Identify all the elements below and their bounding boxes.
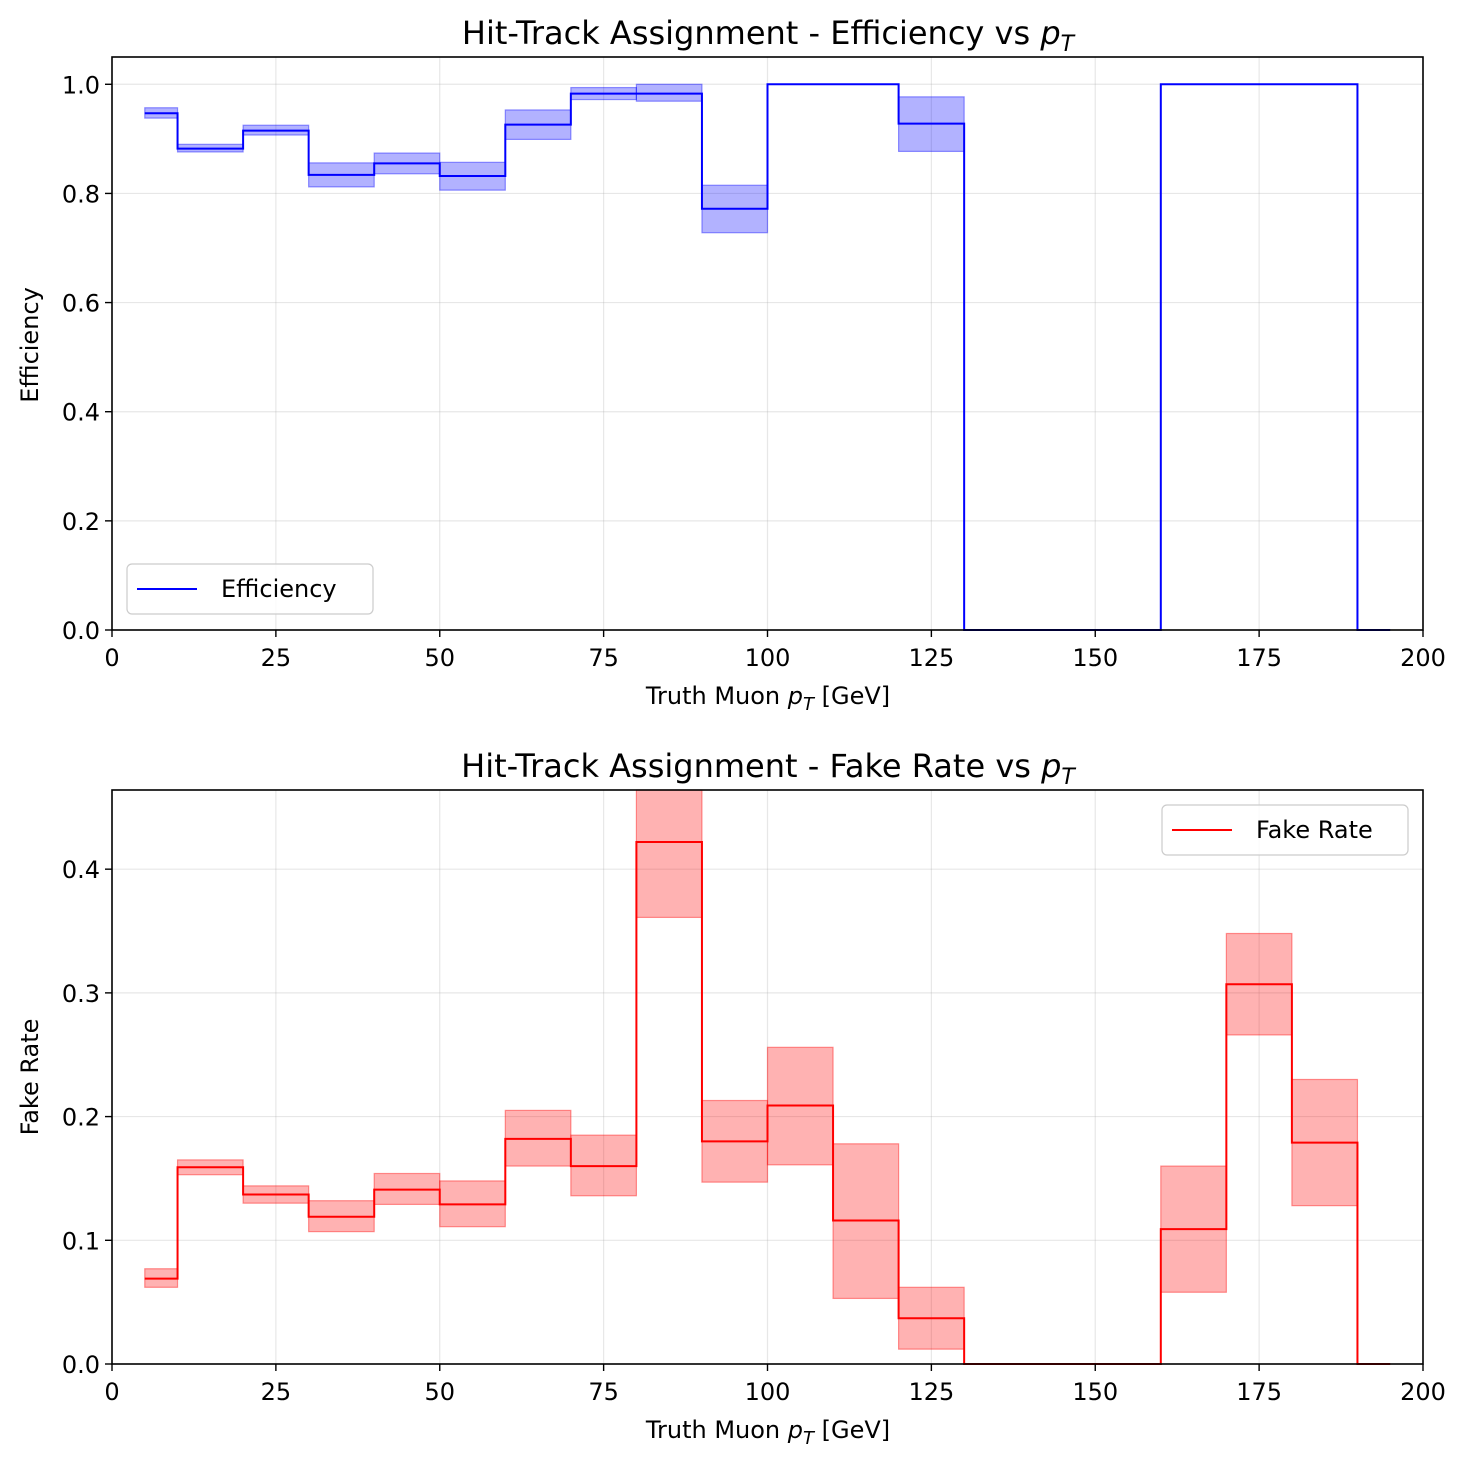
x-axis-label: Truth Muon pT [GeV]	[645, 682, 890, 715]
x-tick-label: 100	[745, 644, 791, 672]
y-tick-label: 0.0	[62, 1351, 100, 1379]
legend-label: Fake Rate	[1256, 816, 1373, 844]
y-tick-label: 0.4	[62, 856, 100, 884]
y-tick-label: 0.1	[62, 1227, 100, 1255]
fake-rate-chart: Hit-Track Assignment - Fake Rate vs pT 0…	[16, 747, 1446, 1449]
legend: Fake Rate	[1161, 804, 1409, 856]
x-axis-label: Truth Muon pT [GeV]	[645, 1416, 890, 1449]
x-tick-label: 150	[1072, 1378, 1118, 1406]
legend: Efficiency	[126, 563, 374, 615]
x-tick-label: 50	[424, 644, 455, 672]
y-axis-label: Efficiency	[16, 287, 44, 403]
x-tick-label: 25	[261, 1378, 292, 1406]
x-tick-label: 50	[424, 1378, 455, 1406]
x-tick-label: 0	[104, 644, 119, 672]
y-tick-label: 0.6	[62, 290, 100, 318]
x-tick-label: 75	[588, 1378, 619, 1406]
error-band	[635, 789, 703, 919]
y-tick-label: 0.4	[62, 399, 100, 427]
x-tick-label: 125	[908, 1378, 954, 1406]
x-tick-label: 200	[1400, 1378, 1446, 1406]
y-tick-label: 0.2	[62, 508, 100, 536]
y-tick-label: 0.8	[62, 180, 100, 208]
step-line	[144, 840, 1391, 1365]
chart-title: Hit-Track Assignment - Efficiency vs pT	[462, 14, 1076, 57]
y-tick-label: 0.3	[62, 980, 100, 1008]
legend-label: Efficiency	[221, 575, 337, 603]
y-tick-label: 1.0	[62, 71, 100, 99]
x-tick-label: 25	[261, 644, 292, 672]
x-tick-label: 175	[1236, 644, 1282, 672]
x-tick-label: 0	[104, 1378, 119, 1406]
efficiency-chart: Hit-Track Assignment - Efficiency vs pT …	[16, 14, 1446, 715]
x-tick-label: 75	[588, 644, 619, 672]
x-tick-label: 200	[1400, 644, 1446, 672]
chart-title: Hit-Track Assignment - Fake Rate vs pT	[461, 747, 1076, 790]
y-tick-label: 0.0	[62, 617, 100, 645]
y-axis-label: Fake Rate	[16, 1019, 44, 1136]
x-tick-label: 100	[745, 1378, 791, 1406]
step-line	[144, 83, 1391, 631]
x-tick-label: 175	[1236, 1378, 1282, 1406]
x-tick-label: 150	[1072, 644, 1118, 672]
x-tick-label: 125	[908, 644, 954, 672]
y-tick-label: 0.2	[62, 1104, 100, 1132]
